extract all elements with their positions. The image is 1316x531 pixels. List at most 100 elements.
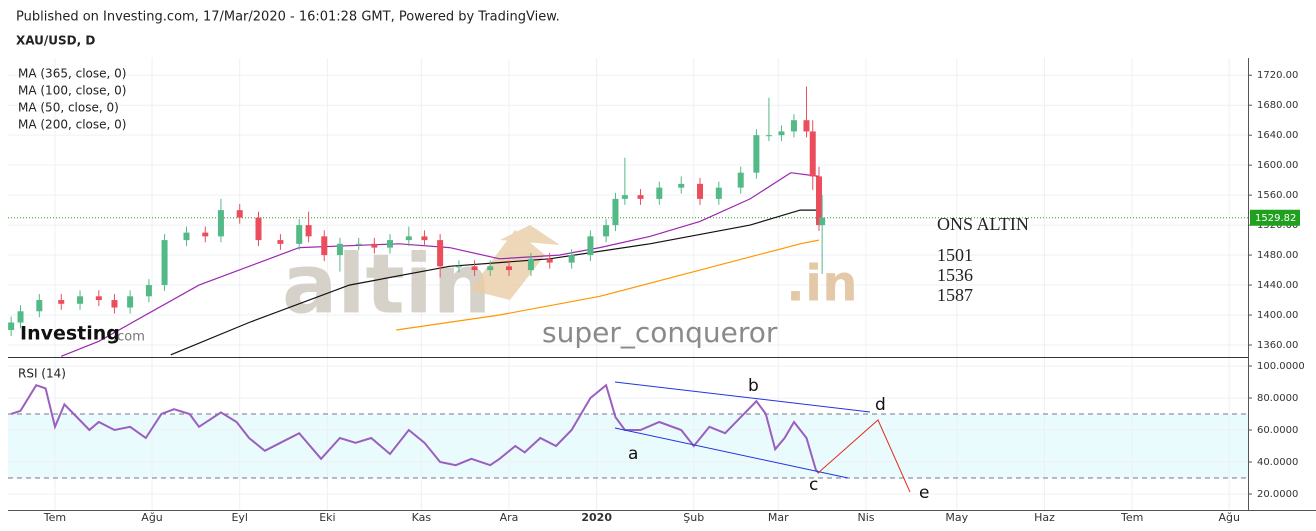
x-tick-label: Tem [43, 511, 66, 524]
x-tick-label: Mar [768, 511, 789, 524]
y-tick-label: 20.0000 [1257, 489, 1298, 500]
y-tick-label: 60.0000 [1257, 425, 1298, 436]
price-tag-label: 1529.82 [1255, 213, 1296, 224]
y-tick-label: 1680.00 [1257, 100, 1298, 111]
rsi-plot [10, 383, 820, 474]
x-tick-label: Haz [1034, 511, 1055, 524]
y-tick-label: 1720.00 [1257, 70, 1298, 81]
candle-body [437, 240, 444, 267]
x-tick-label: Şub [683, 511, 704, 524]
candle-body [36, 300, 43, 312]
candle-body [790, 120, 797, 132]
candle-body [471, 266, 478, 271]
watermark-author: super_conqueror [542, 316, 778, 349]
candle-body [336, 243, 343, 256]
projection-line [817, 419, 911, 493]
published: Published on Investing.com, 17/Mar/2020 … [16, 10, 560, 25]
x-tick-label: Eyl [231, 511, 248, 524]
logo: Investing [20, 323, 120, 345]
candle-body [587, 236, 594, 256]
candle-body [161, 240, 168, 286]
candle-body [202, 232, 209, 237]
x-tick-label: 2020 [581, 511, 612, 524]
candle-body [527, 258, 534, 271]
candle-body [612, 198, 619, 226]
candle-body [321, 236, 328, 256]
y-tick-label: 1440.00 [1257, 280, 1298, 291]
candle-body [145, 285, 152, 297]
candle-body [809, 131, 816, 177]
candle-body [637, 195, 644, 199]
x-tick-label: Eki [319, 511, 335, 524]
y-tick-label: 1600.00 [1257, 160, 1298, 171]
y-tick-label: 80.0000 [1257, 393, 1298, 404]
candle-body [183, 232, 190, 241]
price-plot [8, 86, 826, 357]
candle-body [17, 311, 24, 323]
candle-body [421, 236, 428, 241]
note-level: 1501 [937, 245, 973, 265]
candle-body [753, 135, 760, 173]
candle-body [8, 322, 15, 331]
watermark-brand: altin [282, 237, 491, 332]
price-tag [1250, 209, 1300, 226]
candle-body [405, 236, 412, 241]
y-tick-label: 40.0000 [1257, 457, 1298, 468]
candle-body [697, 183, 704, 199]
candle-body [803, 120, 810, 132]
indicator-label: MA (365, close, 0) [18, 67, 126, 81]
note-level: 1536 [937, 265, 973, 285]
note-title: ONS ALTIN [937, 214, 1029, 234]
candle-body [455, 266, 462, 268]
candle-body [656, 187, 663, 199]
y-tick-label: 1360.00 [1257, 340, 1298, 351]
candle-body [621, 195, 628, 199]
candle-body [819, 217, 826, 226]
symbol: XAU/USD, D [16, 34, 95, 48]
candle-body [111, 300, 118, 308]
rsi-line [10, 383, 820, 474]
candle-body [487, 266, 494, 271]
candle-body [296, 225, 303, 244]
candle-body [678, 183, 685, 188]
candle-body [236, 210, 243, 218]
y-tick-label: 100.0000 [1257, 361, 1305, 372]
logo-suffix: .com [113, 330, 145, 345]
candle-body [506, 266, 513, 271]
y-tick-label: 1560.00 [1257, 190, 1298, 201]
candle-body [737, 172, 744, 188]
trend-line [614, 427, 849, 479]
y-tick-label: 1400.00 [1257, 310, 1298, 321]
candle-body [277, 240, 284, 244]
x-tick-label: Nis [857, 511, 874, 524]
wave-label: b [748, 376, 759, 396]
y-tick-label: 1480.00 [1257, 250, 1298, 261]
note-level: 1587 [937, 285, 973, 305]
candle-body [127, 296, 134, 308]
x-tick-label: Kas [412, 511, 432, 524]
candle-body [387, 240, 394, 248]
watermark-icon [470, 225, 560, 300]
candle-body [778, 131, 785, 136]
x-tick-label: May [945, 511, 968, 524]
candle-body [816, 176, 823, 226]
moving-average [60, 172, 820, 357]
candle-body [546, 258, 553, 263]
x-tick-label: Ağu [1218, 511, 1239, 524]
x-tick-label: Ara [500, 511, 519, 524]
rsi-title: RSI (14) [18, 367, 66, 381]
x-tick-label: Tem [1120, 511, 1143, 524]
y-tick-label: 1640.00 [1257, 130, 1298, 141]
candle-body [355, 243, 362, 245]
indicator-label: MA (100, close, 0) [18, 84, 126, 98]
candle-body [95, 296, 102, 301]
wave-label: a [628, 444, 638, 464]
candle-body [715, 187, 722, 199]
wave-label: c [809, 475, 818, 495]
candle-body [217, 210, 224, 237]
wave-label: d [875, 395, 886, 415]
candle-body [305, 225, 312, 237]
candle-body [77, 296, 84, 304]
